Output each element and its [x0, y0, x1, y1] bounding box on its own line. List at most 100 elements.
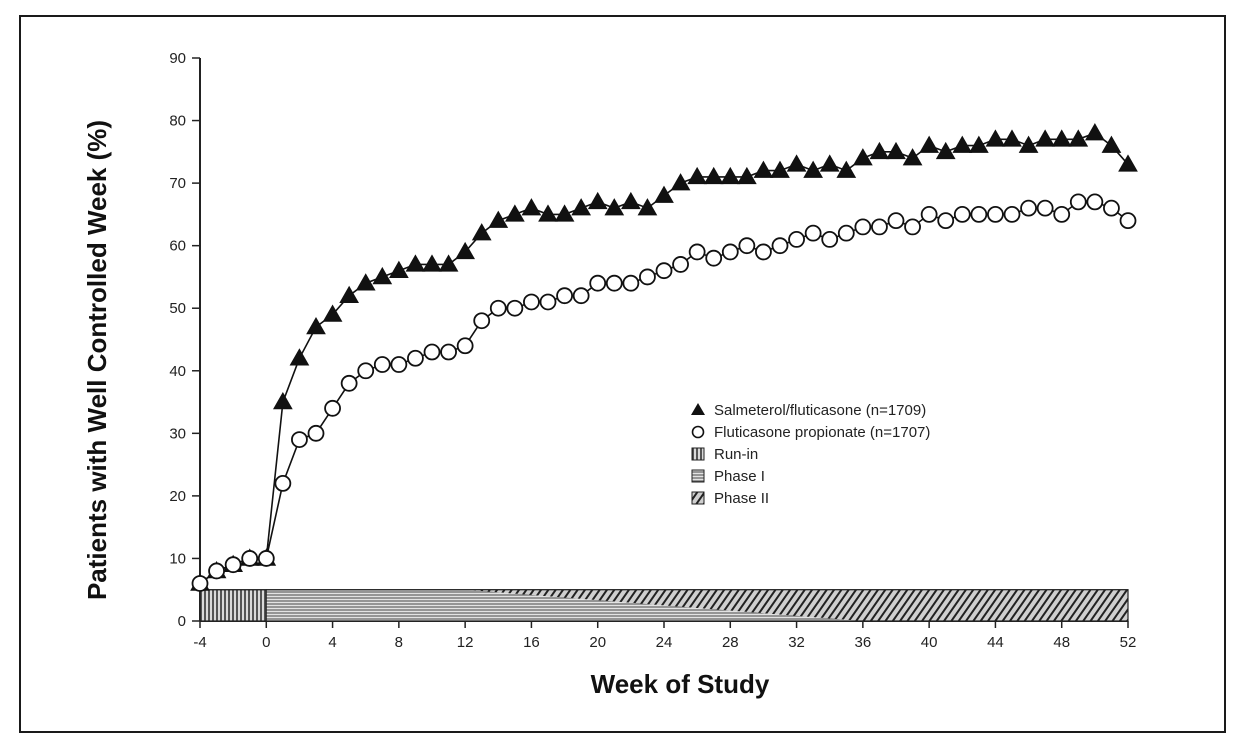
legend-triangle-icon: [691, 403, 705, 415]
x-axis-label: Week of Study: [591, 669, 770, 699]
legend-label: Run-in: [714, 446, 758, 463]
data-point-triangle: [504, 204, 525, 222]
data-point-circle: [622, 274, 640, 292]
legend: Salmeterol/fluticasone (n=1709) Fluticaso…: [691, 402, 930, 507]
data-point-circle: [1069, 193, 1087, 211]
data-point-circle: [423, 343, 441, 361]
data-point-circle: [307, 424, 325, 442]
y-tick-label: 60: [169, 238, 186, 255]
data-point-triangle: [438, 254, 459, 272]
data-point-triangle: [587, 191, 608, 210]
data-point-triangle: [670, 173, 691, 191]
data-point-circle: [257, 550, 275, 567]
data-point-triangle: [322, 304, 343, 322]
data-point-triangle: [886, 141, 906, 160]
data-point-circle: [589, 274, 607, 292]
x-tick-label: 20: [589, 634, 606, 651]
y-tick-label: 30: [169, 425, 186, 442]
data-point-circle: [390, 356, 408, 373]
x-tick-label: 44: [987, 634, 1004, 651]
data-point-circle: [407, 349, 424, 367]
legend-square-icon: [691, 469, 705, 483]
data-point-triangle: [521, 198, 542, 216]
data-point-triangle: [272, 392, 293, 410]
data-point-circle: [887, 212, 905, 230]
data-point-triangle: [1084, 123, 1105, 141]
y-axis-label: Patients with Well Controlled Week (%): [82, 120, 112, 600]
data-point-triangle: [422, 254, 442, 272]
y-tick-label: 80: [169, 113, 186, 130]
phase-bar: [199, 589, 1129, 622]
data-point-triangle: [985, 129, 1006, 147]
data-point-triangle: [852, 148, 873, 166]
data-point-triangle: [405, 254, 426, 272]
phase-bar-phase-2: [465, 589, 1129, 621]
data-point-circle: [1053, 205, 1071, 223]
data-point-circle: [1020, 199, 1037, 217]
data-point-circle: [373, 356, 391, 373]
data-point-triangle: [654, 185, 674, 203]
x-tick-label: 4: [328, 634, 336, 651]
data-point-circle: [804, 224, 822, 242]
data-point-circle: [224, 556, 242, 574]
data-point-triangle: [703, 166, 724, 185]
x-tick-label: 16: [523, 634, 540, 651]
data-point-triangle: [388, 260, 409, 278]
data-point-triangle: [637, 198, 658, 216]
data-point-triangle: [1118, 154, 1138, 172]
data-point-circle: [738, 237, 756, 255]
data-point-circle: [771, 237, 789, 255]
data-point-triangle: [604, 198, 625, 216]
data-point-triangle: [289, 348, 310, 366]
data-point-triangle: [488, 210, 509, 228]
x-tick-label: 48: [1053, 634, 1070, 651]
data-point-circle: [837, 224, 855, 242]
data-point-circle: [953, 205, 971, 223]
data-point-circle: [1103, 199, 1120, 217]
x-tick-label: 8: [395, 634, 403, 651]
y-tick-label: 40: [169, 363, 186, 380]
data-point-triangle: [935, 141, 956, 160]
data-point-circle: [340, 374, 358, 392]
x-tick-label: 36: [855, 634, 872, 651]
data-point-circle: [970, 205, 988, 223]
data-point-triangle: [554, 204, 575, 222]
data-point-triangle: [836, 160, 857, 178]
data-point-circle: [721, 243, 739, 261]
data-point-circle: [440, 343, 457, 361]
data-point-triangle: [538, 204, 558, 222]
x-tick-label: 40: [921, 634, 938, 651]
data-point-triangle: [1068, 129, 1089, 147]
data-point-triangle: [687, 166, 708, 185]
legend-label: Phase II: [714, 490, 769, 507]
series-line: [199, 201, 1129, 585]
data-point-circle: [274, 474, 292, 492]
data-point-circle: [473, 312, 491, 330]
x-tick-label: 52: [1120, 634, 1137, 651]
data-point-triangle: [620, 191, 641, 210]
data-point-circle: [987, 205, 1004, 223]
y-tick-label: 0: [178, 613, 186, 630]
data-point-circle: [821, 231, 839, 248]
legend-label: Fluticasone propionate (n=1707): [714, 424, 930, 441]
data-point-circle: [324, 399, 341, 417]
phase-bar-run-in: [199, 589, 267, 622]
data-point-circle: [937, 212, 955, 230]
data-point-circle: [489, 299, 507, 317]
data-point-triangle: [372, 266, 393, 285]
data-point-circle: [904, 218, 921, 236]
data-point-circle: [456, 337, 474, 355]
x-tick-label: 0: [262, 634, 270, 651]
data-point-circle: [191, 575, 209, 592]
x-tick-label: 24: [656, 634, 673, 651]
data-point-circle: [639, 268, 656, 286]
data-point-triangle: [968, 135, 989, 153]
y-tick-label: 50: [169, 300, 186, 317]
data-point-triangle: [736, 166, 757, 185]
data-point-triangle: [720, 166, 741, 185]
phase-bar-outline: [199, 589, 1129, 622]
data-point-triangle: [919, 135, 940, 153]
data-point-triangle: [1035, 129, 1056, 147]
data-point-triangle: [306, 316, 326, 335]
